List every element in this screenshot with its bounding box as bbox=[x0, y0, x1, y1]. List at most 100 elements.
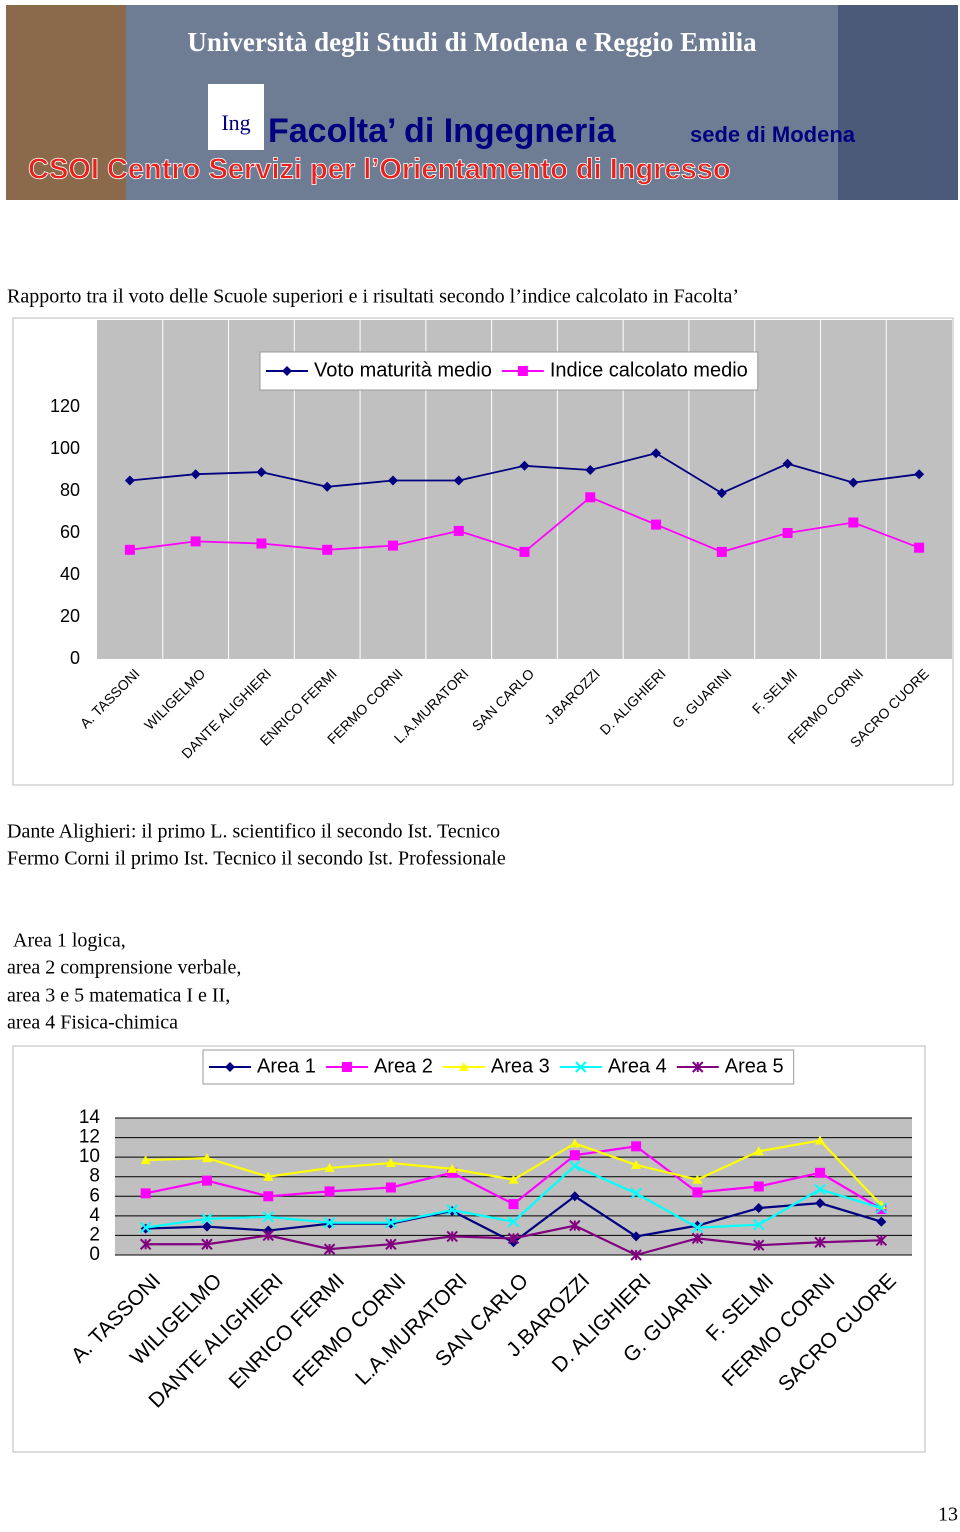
marker bbox=[262, 1211, 274, 1223]
area-description: area 4 Fisica-chimica bbox=[7, 1012, 178, 1034]
marker bbox=[569, 1219, 581, 1232]
marker bbox=[387, 540, 398, 551]
marker bbox=[914, 469, 925, 480]
y-tick-label: 6 bbox=[89, 1185, 100, 1206]
marker bbox=[385, 1182, 396, 1193]
logo-text: Ing bbox=[221, 110, 250, 135]
marker bbox=[519, 546, 530, 557]
banner-background bbox=[6, 5, 958, 200]
marker bbox=[631, 1159, 642, 1169]
marker bbox=[282, 366, 292, 376]
marker bbox=[651, 519, 662, 530]
marker bbox=[458, 1062, 469, 1071]
marker bbox=[262, 1229, 274, 1242]
y-tick-label: 100 bbox=[50, 438, 80, 458]
marker bbox=[585, 465, 596, 475]
marker bbox=[651, 448, 662, 459]
marker bbox=[263, 1171, 274, 1181]
faculty-seat: sede di Modena bbox=[690, 122, 856, 147]
marker bbox=[507, 1232, 520, 1245]
marker bbox=[691, 1221, 704, 1234]
marker bbox=[387, 475, 398, 486]
marker bbox=[875, 1234, 888, 1247]
area-description: area 3 e 5 matematica I e II, bbox=[7, 985, 230, 1007]
y-tick-label: 10 bbox=[79, 1146, 100, 1167]
marker bbox=[385, 1238, 397, 1250]
marker bbox=[324, 1186, 335, 1197]
legend-label: Area 3 bbox=[491, 1055, 550, 1077]
center-name: CSOI Centro Servizi per l’Orientamento d… bbox=[28, 154, 731, 186]
marker bbox=[140, 1188, 151, 1199]
marker bbox=[753, 1239, 765, 1251]
marker bbox=[201, 1153, 212, 1163]
marker bbox=[324, 1162, 335, 1172]
marker bbox=[782, 458, 793, 469]
y-tick-label: 4 bbox=[89, 1205, 100, 1226]
marker bbox=[692, 1174, 703, 1184]
marker bbox=[517, 366, 528, 376]
marker bbox=[124, 544, 135, 555]
legend-label: Indice calcolato medio bbox=[550, 359, 748, 381]
marker bbox=[256, 467, 267, 478]
marker bbox=[782, 528, 793, 538]
marker bbox=[692, 1061, 704, 1073]
plot-area bbox=[115, 1118, 912, 1255]
y-tick-label: 14 bbox=[79, 1107, 101, 1128]
marker bbox=[630, 1187, 642, 1200]
legend-label: Voto maturità medio bbox=[314, 359, 492, 381]
marker bbox=[814, 1183, 826, 1196]
area-description: area 2 comprensione verbale, bbox=[7, 957, 241, 979]
banner-emblem bbox=[6, 5, 126, 200]
marker bbox=[569, 1160, 581, 1172]
note: Dante Alighieri: il primo L. scientifico… bbox=[7, 821, 500, 843]
marker bbox=[446, 1230, 458, 1243]
marker bbox=[190, 469, 201, 480]
marker bbox=[139, 1221, 152, 1234]
marker bbox=[753, 1203, 764, 1214]
legend-label: Area 5 bbox=[725, 1055, 784, 1077]
y-tick-label: 8 bbox=[89, 1166, 100, 1187]
marker bbox=[385, 1158, 396, 1168]
marker bbox=[716, 488, 727, 499]
page-title: Rapporto tra il voto delle Scuole superi… bbox=[7, 286, 739, 308]
marker bbox=[753, 1146, 764, 1156]
note: Fermo Corni il primo Ist. Tecnico il sec… bbox=[7, 848, 506, 870]
marker bbox=[753, 1218, 765, 1231]
y-tick-label: 12 bbox=[79, 1127, 100, 1148]
marker bbox=[815, 1198, 826, 1209]
marker bbox=[323, 1243, 336, 1255]
y-tick-label: 120 bbox=[50, 396, 80, 416]
legend-label: Area 1 bbox=[257, 1055, 316, 1077]
marker bbox=[692, 1187, 703, 1198]
marker bbox=[691, 1232, 704, 1245]
marker bbox=[815, 1167, 826, 1178]
y-tick-label: 80 bbox=[60, 480, 80, 500]
marker bbox=[848, 477, 859, 488]
marker bbox=[201, 1175, 212, 1186]
marker bbox=[453, 475, 464, 486]
marker bbox=[508, 1174, 519, 1184]
y-tick-label: 40 bbox=[60, 564, 80, 584]
marker bbox=[569, 1150, 580, 1161]
marker bbox=[569, 1138, 580, 1148]
marker bbox=[124, 475, 135, 486]
marker bbox=[631, 1231, 642, 1242]
marker bbox=[190, 536, 201, 547]
marker bbox=[225, 1062, 235, 1072]
marker bbox=[914, 542, 925, 553]
y-tick-label: 0 bbox=[89, 1244, 100, 1265]
marker bbox=[630, 1249, 642, 1261]
y-tick-label: 60 bbox=[60, 522, 80, 542]
marker bbox=[507, 1216, 520, 1228]
marker bbox=[585, 492, 596, 503]
marker bbox=[447, 1163, 458, 1173]
page-number: 13 bbox=[938, 1504, 958, 1526]
university-name: Università degli Studi di Modena e Reggi… bbox=[187, 27, 757, 57]
marker bbox=[875, 1202, 888, 1214]
marker bbox=[323, 1217, 336, 1229]
marker bbox=[519, 460, 530, 471]
marker bbox=[753, 1181, 764, 1192]
marker bbox=[201, 1213, 213, 1225]
legend-label: Area 4 bbox=[608, 1055, 667, 1077]
